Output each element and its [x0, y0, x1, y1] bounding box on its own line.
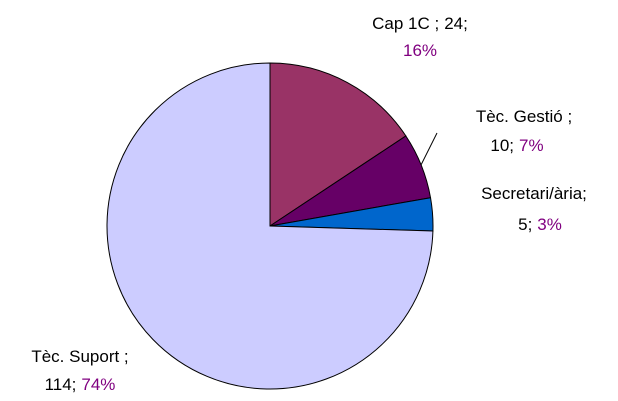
- percent-label: 7%: [519, 136, 544, 155]
- slice-label: Tèc. Gestió ;: [476, 107, 572, 126]
- value-label: 24;: [444, 14, 468, 33]
- percent-label: 3%: [537, 215, 562, 234]
- category-label: Secretari/ària;: [481, 184, 587, 203]
- category-label: Tèc. Suport ;: [31, 347, 128, 366]
- percent-label: 74%: [81, 375, 115, 394]
- slice-label: Cap 1C ; 24;: [372, 14, 468, 33]
- pie-slice: [106, 62, 434, 390]
- slice-label: Tèc. Suport ;: [31, 347, 128, 366]
- slice-label: 16%: [403, 41, 437, 60]
- slice-label: 114; 74%: [45, 375, 116, 394]
- pie-slice: [269, 62, 407, 227]
- percent-label: 16%: [403, 41, 437, 60]
- slice-label: 5; 3%: [518, 215, 562, 234]
- value-label: 114;: [45, 375, 77, 394]
- value-label: 10;: [490, 136, 514, 155]
- slice-label: Secretari/ària;: [481, 184, 587, 203]
- category-label: Tèc. Gestió ;: [476, 107, 572, 126]
- category-label: Cap 1C ;: [372, 14, 439, 33]
- leader-line: [420, 132, 438, 166]
- slice-label: 10; 7%: [490, 136, 543, 155]
- value-label: 5;: [518, 215, 532, 234]
